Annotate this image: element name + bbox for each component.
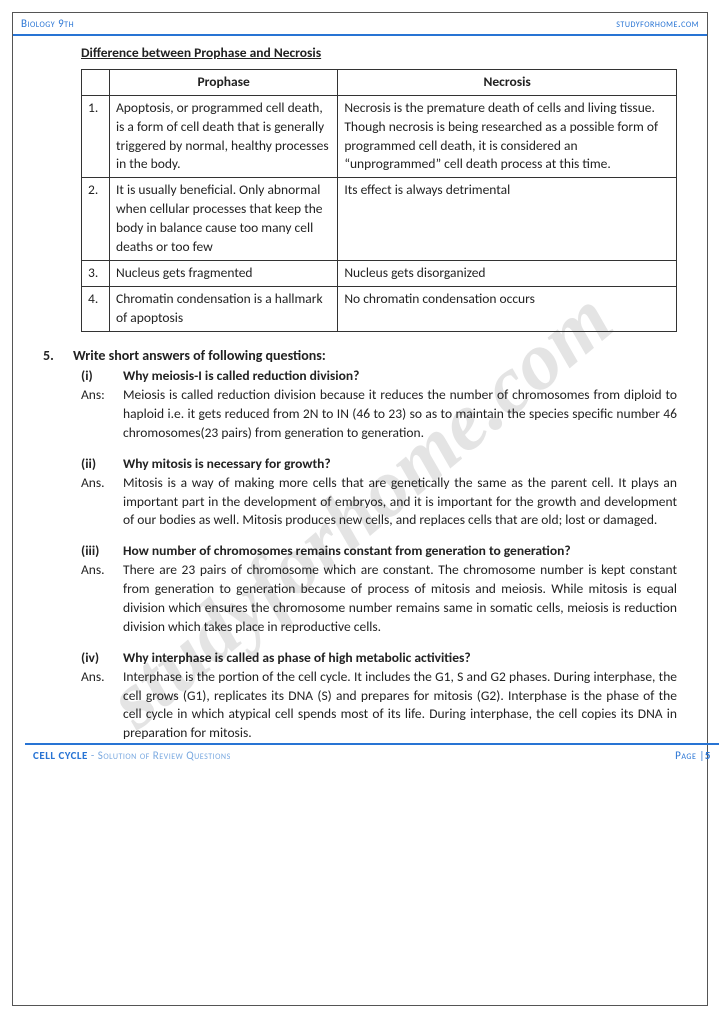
table-header-empty — [82, 69, 110, 95]
answer-row: Ans:Meiosis is called reduction division… — [81, 386, 677, 443]
sub-question-row: (iv)Why interphase is called as phase of… — [81, 649, 677, 668]
cell-prophase: Apoptosis, or programmed cell death, is … — [110, 95, 338, 178]
question-number: 5. — [43, 346, 73, 366]
sub-num: (i) — [81, 367, 123, 386]
comparison-table: Prophase Necrosis 1.Apoptosis, or progra… — [81, 69, 677, 332]
page-header: Biology 9th studyforhome.com — [13, 13, 707, 36]
question-row: 5. Write short answers of following ques… — [43, 346, 677, 366]
sub-question: Why mitosis is necessary for growth? — [123, 455, 331, 474]
sub-question-row: (ii)Why mitosis is necessary for growth? — [81, 455, 677, 474]
answer-text: Interphase is the portion of the cell cy… — [123, 668, 677, 744]
answer-row: Ans.There are 23 pairs of chromosome whi… — [81, 561, 677, 637]
cell-prophase: Chromatin condensation is a hallmark of … — [110, 286, 338, 331]
sub-question-block: (iii)How number of chromosomes remains c… — [81, 542, 677, 636]
sub-question: How number of chromosomes remains consta… — [123, 542, 571, 561]
question-text: Write short answers of following questio… — [73, 346, 326, 366]
cell-prophase: Nucleus gets fragmented — [110, 260, 338, 286]
sub-num: (iii) — [81, 542, 123, 561]
answer-label: Ans. — [81, 668, 123, 744]
sub-question-block: (iv)Why interphase is called as phase of… — [81, 649, 677, 743]
cell-prophase: It is usually beneficial. Only abnormal … — [110, 178, 338, 261]
page-border: Biology 9th studyforhome.com studyforhom… — [12, 12, 708, 1006]
page-label: Page | — [675, 749, 705, 762]
sub-question: Why meiosis-I is called reduction divisi… — [123, 367, 359, 386]
footer-chapter: CELL CYCLE — [33, 749, 88, 762]
cell-necrosis: No chromatin condensation occurs — [338, 286, 677, 331]
sub-question-block: (i)Why meiosis-I is called reduction div… — [81, 367, 677, 443]
sub-question-row: (iii)How number of chromosomes remains c… — [81, 542, 677, 561]
row-num: 1. — [82, 95, 110, 178]
table-header-col2: Necrosis — [338, 69, 677, 95]
page-content: Difference between Prophase and Necrosis… — [13, 36, 707, 743]
sub-question: Why interphase is called as phase of hig… — [123, 649, 471, 668]
cell-necrosis: Nucleus gets disorganized — [338, 260, 677, 286]
table-title: Difference between Prophase and Necrosis — [81, 44, 677, 63]
header-subject: Biology 9th — [21, 17, 74, 30]
table-row: 4.Chromatin condensation is a hallmark o… — [82, 286, 677, 331]
answer-row: Ans.Mitosis is a way of making more cell… — [81, 474, 677, 531]
sub-question-row: (i)Why meiosis-I is called reduction div… — [81, 367, 677, 386]
footer-sub: - Solution of Review Questions — [88, 749, 231, 762]
table-row: 2.It is usually beneficial. Only abnorma… — [82, 178, 677, 261]
table-row: 1.Apoptosis, or programmed cell death, i… — [82, 95, 677, 178]
page-footer: CELL CYCLE - Solution of Review Question… — [25, 743, 719, 764]
header-site: studyforhome.com — [616, 17, 699, 30]
footer-right: Page |5 — [675, 749, 711, 762]
answer-text: There are 23 pairs of chromosome which a… — [123, 561, 677, 637]
sub-num: (ii) — [81, 455, 123, 474]
table-header-col1: Prophase — [110, 69, 338, 95]
answer-row: Ans.Interphase is the portion of the cel… — [81, 668, 677, 744]
answer-label: Ans. — [81, 474, 123, 531]
row-num: 4. — [82, 286, 110, 331]
table-header-row: Prophase Necrosis — [82, 69, 677, 95]
answer-text: Mitosis is a way of making more cells th… — [123, 474, 677, 531]
row-num: 3. — [82, 260, 110, 286]
answer-label: Ans. — [81, 561, 123, 637]
row-num: 2. — [82, 178, 110, 261]
page-number: 5 — [705, 749, 711, 762]
answer-text: Meiosis is called reduction division bec… — [123, 386, 677, 443]
cell-necrosis: Necrosis is the premature death of cells… — [338, 95, 677, 178]
answer-label: Ans: — [81, 386, 123, 443]
footer-left: CELL CYCLE - Solution of Review Question… — [33, 749, 231, 762]
sub-question-block: (ii)Why mitosis is necessary for growth?… — [81, 455, 677, 531]
cell-necrosis: Its effect is always detrimental — [338, 178, 677, 261]
table-row: 3.Nucleus gets fragmentedNucleus gets di… — [82, 260, 677, 286]
sub-num: (iv) — [81, 649, 123, 668]
